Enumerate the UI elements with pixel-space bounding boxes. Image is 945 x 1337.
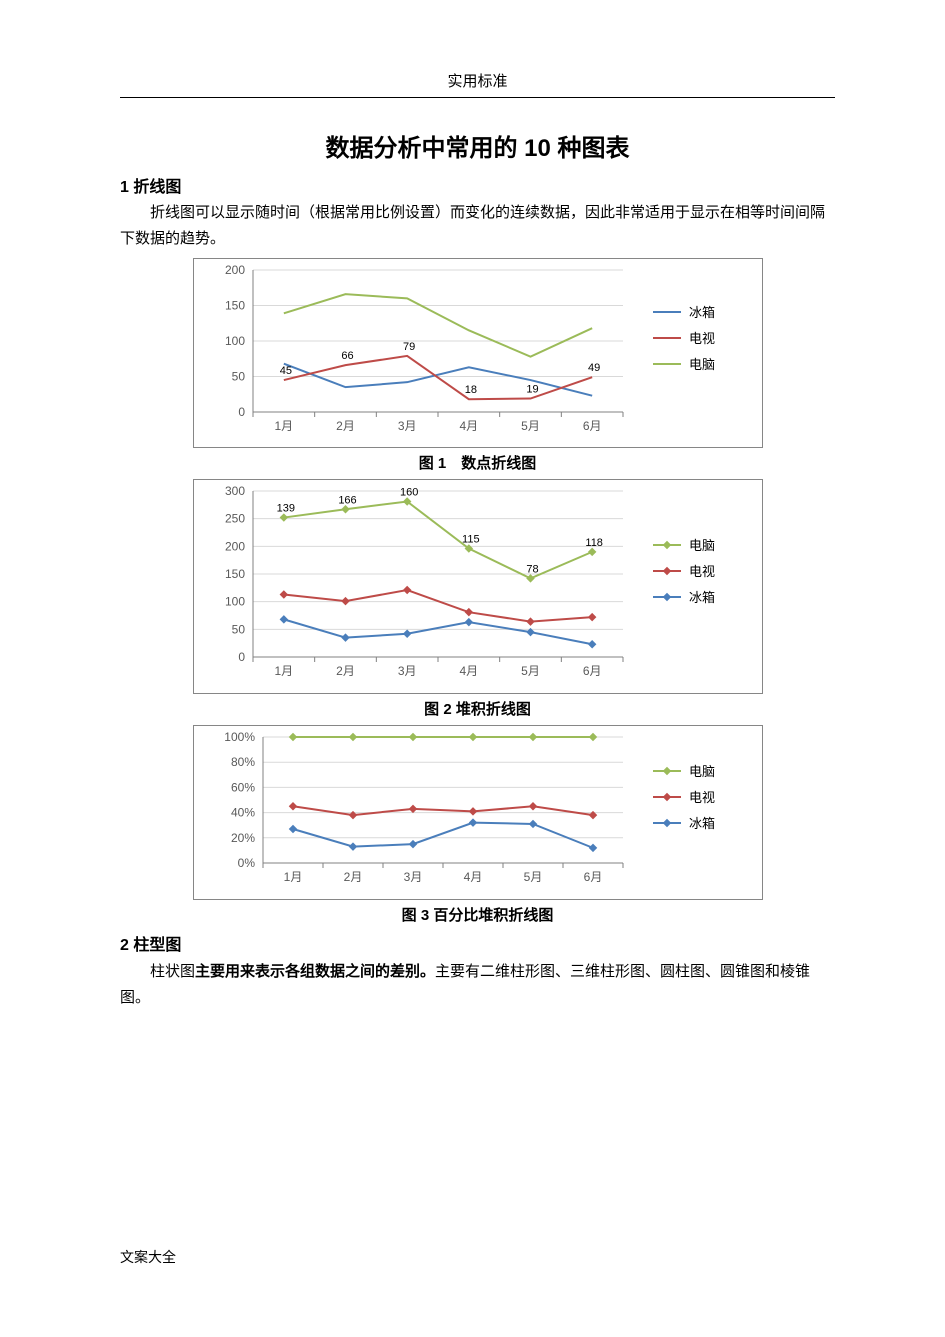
svg-text:150: 150 xyxy=(224,567,244,581)
svg-text:冰箱: 冰箱 xyxy=(689,305,715,320)
svg-text:60%: 60% xyxy=(230,780,254,794)
svg-text:电脑: 电脑 xyxy=(689,538,715,553)
svg-text:3月: 3月 xyxy=(403,870,422,884)
svg-text:150: 150 xyxy=(224,299,244,313)
svg-text:5月: 5月 xyxy=(523,870,542,884)
svg-text:100: 100 xyxy=(224,595,244,609)
text-bold: 主要用来表示各组数据之间的差别。 xyxy=(195,963,435,980)
svg-text:4月: 4月 xyxy=(459,419,478,433)
svg-text:160: 160 xyxy=(399,487,417,499)
svg-text:80%: 80% xyxy=(230,755,254,769)
svg-text:3月: 3月 xyxy=(397,419,416,433)
svg-text:50: 50 xyxy=(231,622,245,636)
svg-text:0: 0 xyxy=(238,405,245,419)
chart-2-caption: 图 2 堆积折线图 xyxy=(120,698,835,719)
svg-text:78: 78 xyxy=(526,563,538,575)
svg-text:电脑: 电脑 xyxy=(689,764,715,779)
chart-2: 0 50 100 150 200 250 300 1月 2月 3月 4月 5月 6月 139 166 160 1… xyxy=(120,479,835,694)
svg-text:66: 66 xyxy=(341,350,353,362)
main-title: 数据分析中常用的 10 种图表 xyxy=(120,128,835,163)
svg-text:0: 0 xyxy=(238,650,245,664)
text-span: 柱状图 xyxy=(150,964,195,980)
svg-text:6月: 6月 xyxy=(582,664,601,678)
footer-label: 文案大全 xyxy=(120,1247,176,1267)
svg-text:6月: 6月 xyxy=(582,419,601,433)
chart-1: 0 50 100 150 200 1月 2月 3月 4月 5月 6月 45 66 79 18 19 49 冰箱电视… xyxy=(120,258,835,448)
svg-text:45: 45 xyxy=(279,365,291,377)
chart-3: 0% 20% 40% 60% 80% 100% 1月 2月 3月 4月 5月 6月 电脑电视冰箱 xyxy=(120,725,835,900)
svg-text:300: 300 xyxy=(224,484,244,498)
svg-text:49: 49 xyxy=(588,362,600,374)
svg-text:139: 139 xyxy=(276,503,294,515)
svg-text:200: 200 xyxy=(224,263,244,277)
svg-text:2月: 2月 xyxy=(336,419,355,433)
svg-text:50: 50 xyxy=(231,370,245,384)
svg-text:79: 79 xyxy=(403,341,415,353)
svg-text:冰箱: 冰箱 xyxy=(689,816,715,831)
svg-text:电视: 电视 xyxy=(689,564,715,579)
svg-text:100%: 100% xyxy=(224,730,255,744)
svg-text:250: 250 xyxy=(224,512,244,526)
svg-text:118: 118 xyxy=(585,537,603,549)
svg-text:166: 166 xyxy=(338,494,356,506)
svg-text:20%: 20% xyxy=(230,831,254,845)
svg-text:40%: 40% xyxy=(230,806,254,820)
svg-text:100: 100 xyxy=(224,334,244,348)
svg-text:电视: 电视 xyxy=(689,790,715,805)
section-2-title: 2 柱型图 xyxy=(120,931,835,955)
svg-text:1月: 1月 xyxy=(274,664,293,678)
svg-text:5月: 5月 xyxy=(521,419,540,433)
svg-text:0%: 0% xyxy=(237,856,255,870)
svg-text:5月: 5月 xyxy=(521,664,540,678)
svg-text:18: 18 xyxy=(464,384,476,396)
chart-1-caption: 图 1 数点折线图 xyxy=(120,452,835,473)
header-label: 实用标准 xyxy=(120,70,835,98)
svg-text:电脑: 电脑 xyxy=(689,357,715,372)
svg-text:200: 200 xyxy=(224,539,244,553)
svg-text:115: 115 xyxy=(462,534,480,546)
svg-text:6月: 6月 xyxy=(583,870,602,884)
svg-text:2月: 2月 xyxy=(343,870,362,884)
svg-text:4月: 4月 xyxy=(459,664,478,678)
svg-text:冰箱: 冰箱 xyxy=(689,590,715,605)
svg-text:19: 19 xyxy=(526,384,538,396)
section-1-title: 1 折线图 xyxy=(120,173,835,197)
svg-text:3月: 3月 xyxy=(397,664,416,678)
section-2-text: 柱状图主要用来表示各组数据之间的差别。主要有二维柱形图、三维柱形图、圆柱图、圆锥… xyxy=(120,959,835,1011)
svg-text:2月: 2月 xyxy=(336,664,355,678)
section-1-text: 折线图可以显示随时间（根据常用比例设置）而变化的连续数据，因此非常适用于显示在相… xyxy=(120,201,835,252)
svg-text:4月: 4月 xyxy=(463,870,482,884)
svg-text:1月: 1月 xyxy=(283,870,302,884)
svg-text:电视: 电视 xyxy=(689,331,715,346)
chart-3-caption: 图 3 百分比堆积折线图 xyxy=(120,904,835,925)
svg-text:1月: 1月 xyxy=(274,419,293,433)
